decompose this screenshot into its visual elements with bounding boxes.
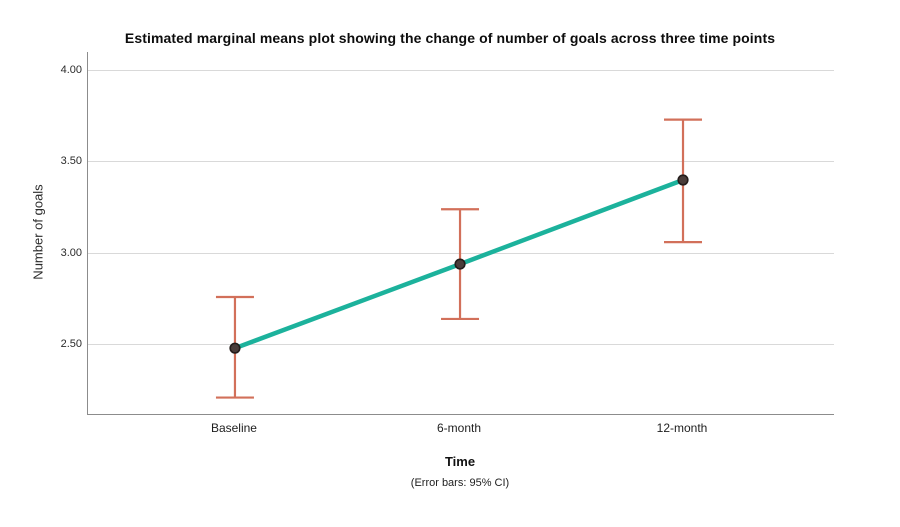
y-tick-label: 4.00 xyxy=(60,63,82,76)
x-axis-title: Time xyxy=(444,454,476,469)
y-axis-title: Number of goals xyxy=(30,184,46,280)
gridline xyxy=(88,161,834,163)
data-point-marker xyxy=(229,342,241,354)
x-tick-label: 12-month xyxy=(656,421,708,435)
chart-title: Estimated marginal means plot showing th… xyxy=(124,30,776,46)
y-tick-label: 2.50 xyxy=(60,338,82,351)
error-bar-footnote: (Error bars: 95% CI) xyxy=(410,477,510,489)
data-point-marker xyxy=(677,174,689,186)
line-chart-canvas xyxy=(215,118,703,399)
y-tick-label: 3.50 xyxy=(60,155,82,168)
x-tick-label: Baseline xyxy=(210,421,257,435)
y-tick-label: 3.00 xyxy=(60,246,82,259)
data-point-marker xyxy=(454,258,466,270)
gridline xyxy=(88,69,834,71)
plot-area xyxy=(87,52,834,415)
x-tick-label: 6-month xyxy=(437,421,482,435)
gridline xyxy=(88,344,834,346)
